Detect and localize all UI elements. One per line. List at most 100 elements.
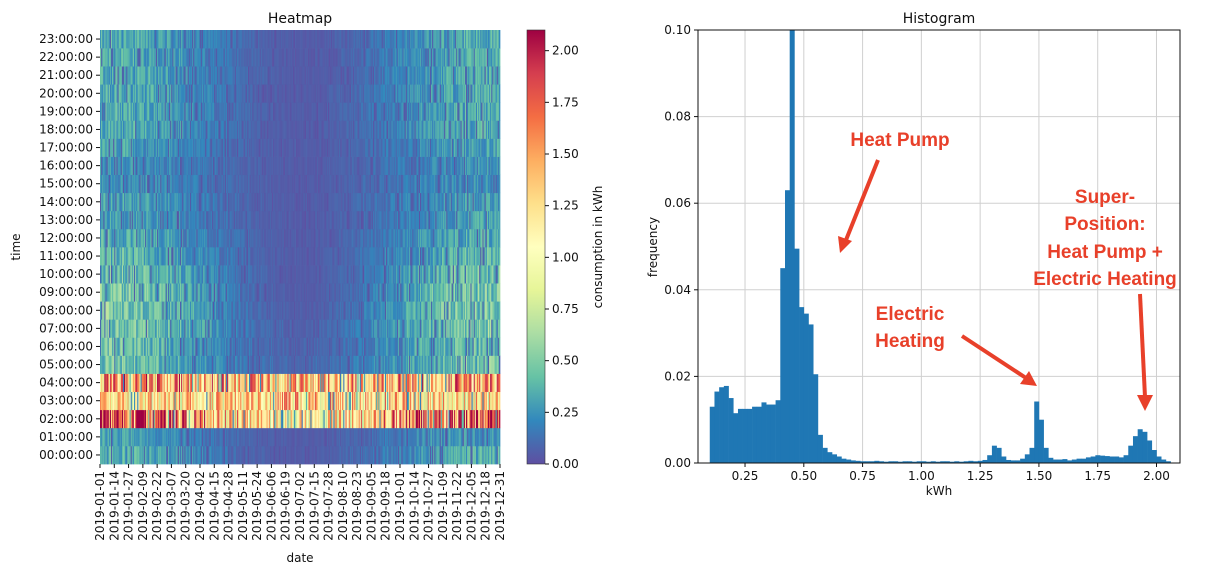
heatmap-cell bbox=[307, 427, 309, 447]
heatmap-cell bbox=[100, 30, 102, 49]
heatmap-cell bbox=[105, 30, 107, 49]
heatmap-cell bbox=[226, 283, 228, 302]
heatmap-cell bbox=[301, 247, 304, 266]
heatmap-cell bbox=[275, 391, 277, 411]
heatmap-cell bbox=[199, 427, 202, 447]
heatmap-cell bbox=[272, 445, 274, 465]
heatmap-cell bbox=[118, 138, 121, 157]
heatmap-cell bbox=[287, 301, 289, 320]
heatmap-cell bbox=[205, 337, 207, 356]
heatmap-cell bbox=[298, 120, 300, 139]
heatmap-cell bbox=[293, 355, 296, 374]
heatmap-cell bbox=[182, 228, 184, 248]
heatmap-cell bbox=[252, 445, 254, 465]
heatmap-cell bbox=[183, 355, 185, 374]
heatmap-cell bbox=[144, 391, 147, 411]
heatmap-cell bbox=[218, 48, 220, 67]
heatmap-cell bbox=[228, 445, 230, 465]
heatmap-cell bbox=[201, 373, 204, 393]
heatmap-cell bbox=[115, 355, 117, 374]
heatmap-cell bbox=[131, 445, 134, 465]
heatmap-cell bbox=[216, 265, 218, 284]
heatmap-cell bbox=[109, 174, 112, 194]
heatmap-cell bbox=[195, 138, 197, 157]
heatmap-cell bbox=[110, 445, 113, 465]
heatmap-cell bbox=[217, 156, 219, 176]
heatmap-cell bbox=[285, 445, 287, 465]
heatmap-cell bbox=[126, 84, 128, 103]
heatmap-cell bbox=[175, 445, 178, 465]
heatmap-cell bbox=[189, 66, 192, 85]
heatmap-cell bbox=[107, 48, 110, 67]
heatmap-cell bbox=[107, 174, 110, 194]
heatmap-cell bbox=[123, 301, 125, 320]
heatmap-cell bbox=[295, 30, 297, 49]
heatmap-cell bbox=[269, 337, 272, 356]
heatmap-cell bbox=[313, 373, 316, 393]
heatmap-cell bbox=[280, 283, 283, 302]
heatmap-cell bbox=[320, 427, 322, 447]
heatmap-cell bbox=[288, 192, 290, 212]
heatmap-cell bbox=[133, 427, 136, 447]
heatmap-cell bbox=[126, 319, 128, 338]
heatmap-cell bbox=[247, 192, 250, 212]
heatmap-cell bbox=[229, 102, 231, 121]
heatmap-cell bbox=[223, 192, 226, 212]
heatmap-cell bbox=[170, 174, 172, 194]
heatmap-cell bbox=[212, 228, 215, 248]
heatmap-cell bbox=[169, 409, 171, 429]
heatmap-cell bbox=[230, 283, 232, 302]
heatmap-cell bbox=[120, 30, 123, 49]
heatmap-cell bbox=[181, 48, 183, 67]
heatmap-cell bbox=[234, 247, 237, 266]
heatmap-cell bbox=[116, 319, 118, 338]
heatmap-cell bbox=[100, 427, 102, 447]
heatmap-cell bbox=[299, 301, 301, 320]
heatmap-cell bbox=[326, 102, 329, 121]
heatmap-cell bbox=[197, 174, 199, 194]
heatmap-cell bbox=[324, 174, 327, 194]
heatmap-cell bbox=[270, 265, 273, 284]
heatmap-cell bbox=[272, 265, 274, 284]
heatmap-cell bbox=[251, 30, 253, 49]
heatmap-cell bbox=[274, 120, 276, 139]
heatmap-cell bbox=[195, 174, 197, 194]
heatmap-cell bbox=[295, 427, 297, 447]
heatmap-cell bbox=[269, 391, 272, 411]
heatmap-cell bbox=[138, 409, 140, 429]
heatmap-cell bbox=[226, 48, 228, 67]
heatmap-cell bbox=[240, 84, 242, 103]
heatmap-cell bbox=[110, 192, 113, 212]
heatmap-cell bbox=[116, 66, 118, 85]
heatmap-cell bbox=[238, 138, 240, 157]
heatmap-cell bbox=[106, 301, 109, 320]
heatmap-cell bbox=[137, 84, 139, 103]
heatmap-cell bbox=[240, 228, 242, 248]
heatmap-cell bbox=[296, 84, 298, 103]
heatmap-cell bbox=[180, 391, 182, 411]
heatmap-cell bbox=[278, 427, 281, 447]
heatmap-cell bbox=[264, 427, 266, 447]
heatmap-cell bbox=[232, 84, 235, 103]
heatmap-cell bbox=[140, 192, 142, 212]
heatmap-cell bbox=[229, 138, 231, 157]
heatmap-cell bbox=[182, 84, 184, 103]
heatmap-cell bbox=[292, 355, 295, 374]
heatmap-cell bbox=[193, 409, 195, 429]
heatmap-cell bbox=[261, 265, 263, 284]
heatmap-cell bbox=[173, 391, 175, 411]
heatmap-cell bbox=[222, 355, 225, 374]
heatmap-cell bbox=[257, 265, 260, 284]
heatmap-cell bbox=[216, 337, 218, 356]
heatmap-cell bbox=[257, 373, 260, 393]
heatmap-cell bbox=[193, 445, 195, 465]
heatmap-cell bbox=[118, 156, 121, 176]
heatmap-cell bbox=[133, 102, 136, 121]
heatmap-cell bbox=[321, 48, 323, 67]
heatmap-cell bbox=[207, 391, 209, 411]
heatmap-cell bbox=[312, 102, 315, 121]
heatmap-cell bbox=[117, 174, 119, 194]
heatmap-cell bbox=[109, 319, 112, 338]
heatmap-cell bbox=[216, 120, 218, 139]
heatmap-cell bbox=[119, 30, 122, 49]
